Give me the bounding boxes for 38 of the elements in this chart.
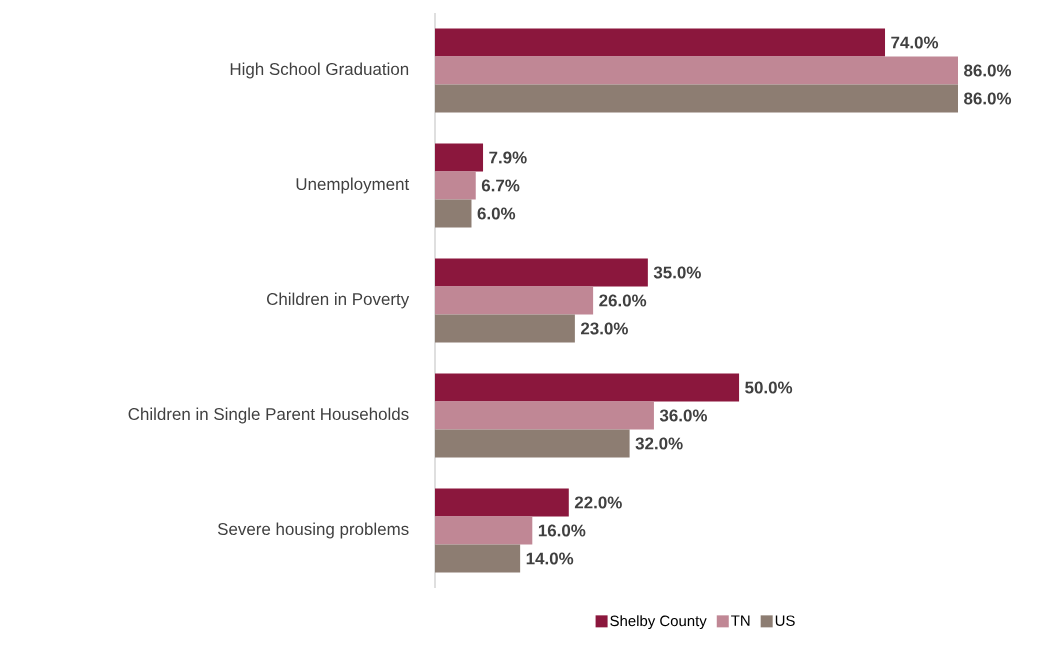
y-tick-label: Children in Poverty (267, 292, 410, 309)
data-label: 50.0% (745, 381, 793, 394)
legend-label: US (775, 615, 795, 626)
y-tick-label: Children in Single Parent Households (128, 407, 409, 424)
data-label: 86.0% (964, 64, 1012, 77)
data-label: 36.0% (659, 409, 708, 422)
data-label: 74.0% (891, 36, 939, 49)
bar (435, 286, 594, 315)
bar (435, 544, 521, 573)
bar (435, 488, 569, 517)
legend-label: Shelby County (610, 615, 707, 630)
bar (435, 401, 654, 430)
data-label: 6.7% (481, 179, 520, 192)
y-tick-label: Unemployment (296, 177, 410, 194)
y-tick-label: Severe housing problems (217, 522, 409, 539)
bar (435, 56, 958, 85)
data-label: 26.0% (599, 294, 647, 307)
bar (435, 199, 472, 228)
bar (435, 258, 648, 287)
bar (435, 28, 886, 57)
bar (435, 143, 484, 172)
data-label: 14.0% (526, 552, 574, 565)
data-label: 22.0% (574, 496, 622, 509)
bar (435, 314, 575, 343)
data-label: 86.0% (964, 92, 1012, 105)
legend-label: TN (731, 615, 750, 626)
data-label: 7.9% (489, 151, 527, 164)
bar (435, 171, 476, 200)
data-label: 6.0% (477, 207, 516, 220)
bar (435, 429, 630, 458)
bar (435, 516, 533, 545)
data-label: 35.0% (653, 266, 701, 279)
bar (435, 373, 740, 402)
y-tick-label: High School Graduation (230, 62, 409, 79)
data-label: 32.0% (635, 437, 683, 450)
bar (435, 84, 958, 113)
data-label: 23.0% (580, 322, 628, 335)
data-label: 16.0% (538, 524, 586, 537)
